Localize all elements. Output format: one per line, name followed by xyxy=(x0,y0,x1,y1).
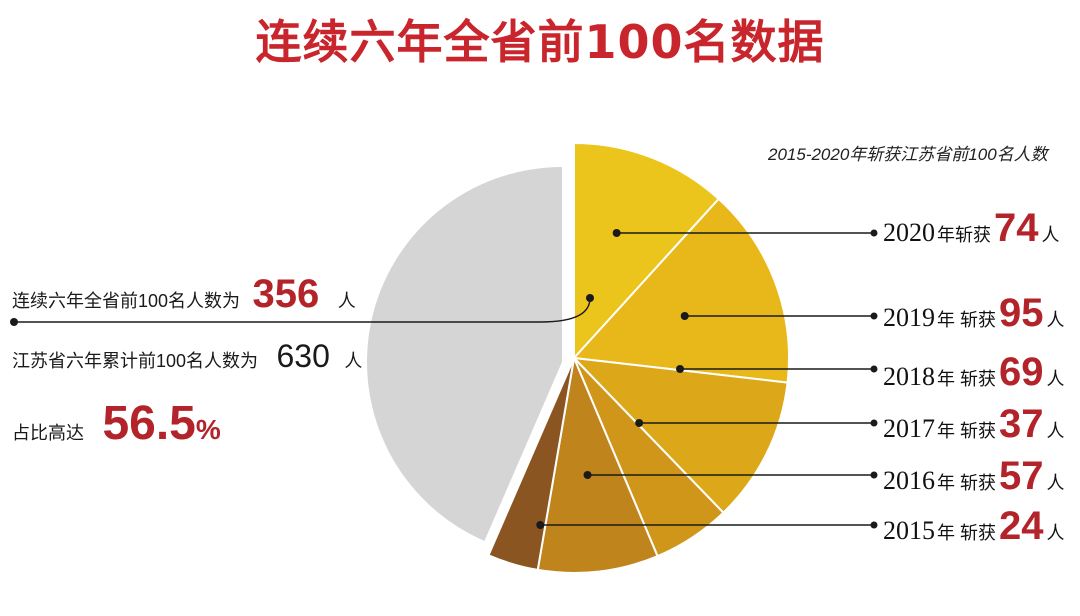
leader-end-2015 xyxy=(870,521,878,529)
label-2015-value: 24 xyxy=(999,504,1044,548)
label-2020-suffix: 年斩获 xyxy=(937,225,991,245)
label-2016: 2016 年 斩获57 人 xyxy=(883,454,1065,499)
label-2019-unit: 人 xyxy=(1046,310,1065,330)
leader-dot-2018 xyxy=(676,365,685,373)
stat-total-356: 连续六年全省前100名人数为 356 人 xyxy=(12,272,356,317)
stat-ratio-label: 占比高达 xyxy=(12,423,84,443)
pie-slice-2018 xyxy=(571,356,789,515)
pie-slice-2020 xyxy=(573,141,721,361)
leader-dot-2015 xyxy=(536,521,545,529)
stat-total-unit: 人 xyxy=(337,291,356,311)
label-2020-value: 74 xyxy=(994,206,1039,250)
leader-dot-2016 xyxy=(583,471,592,479)
stat-province-630: 江苏省六年累计前100名人数为 630 人 xyxy=(12,338,362,375)
stat-total-label: 连续六年全省前100名人数为 xyxy=(12,291,241,311)
label-2015: 2015 年 斩获24 人 xyxy=(883,504,1065,549)
label-2018-suffix: 年 斩获 xyxy=(937,369,997,389)
leader-total-end-dot xyxy=(586,294,594,302)
label-2020: 2020 年斩获74 人 xyxy=(883,206,1060,251)
label-2016-value: 57 xyxy=(999,454,1044,498)
label-2017-suffix: 年 斩获 xyxy=(937,421,997,441)
label-2020-unit: 人 xyxy=(1041,225,1060,245)
chart-subtitle: 2015-2020年斩获江苏省前100名人数 xyxy=(768,145,1048,164)
label-2019-year: 2019 xyxy=(883,303,935,332)
stat-province-unit: 人 xyxy=(344,351,363,371)
label-2016-suffix: 年 斩获 xyxy=(937,473,997,493)
leader-end-2018 xyxy=(870,365,878,373)
label-2020-year: 2020 xyxy=(883,218,935,247)
label-2019-value: 95 xyxy=(999,291,1044,335)
leader-end-2020 xyxy=(870,229,878,237)
stat-province-label: 江苏省六年累计前100名人数为 xyxy=(12,351,259,371)
label-2017: 2017 年 斩获37 人 xyxy=(883,402,1065,447)
label-2016-unit: 人 xyxy=(1046,473,1065,493)
pie-slice-2016 xyxy=(536,354,659,574)
label-2017-unit: 人 xyxy=(1046,421,1065,441)
label-2017-year: 2017 xyxy=(883,414,935,443)
label-2018-value: 69 xyxy=(999,350,1044,394)
pie-slice-2015 xyxy=(487,357,575,572)
label-2015-year: 2015 xyxy=(883,516,935,545)
stat-province-value: 630 xyxy=(276,338,330,374)
pie-slice-remainder xyxy=(366,167,562,541)
label-2015-suffix: 年 斩获 xyxy=(937,523,997,543)
leader-dot-2017 xyxy=(635,419,644,427)
leader-dot-2020 xyxy=(612,229,621,237)
label-2018: 2018 年 斩获69 人 xyxy=(883,350,1065,395)
stat-ratio-unit: % xyxy=(195,414,221,445)
label-2016-year: 2016 xyxy=(883,466,935,495)
leader-line-total xyxy=(14,297,591,323)
label-2018-unit: 人 xyxy=(1046,369,1065,389)
stat-ratio: 占比高达 56.5% xyxy=(12,396,221,451)
leader-total-start-dot xyxy=(10,318,18,326)
pie-slice-2019 xyxy=(571,197,790,384)
label-2019-suffix: 年 斩获 xyxy=(937,310,997,330)
label-2019: 2019 年 斩获95 人 xyxy=(883,291,1065,336)
leader-end-2019 xyxy=(870,312,878,320)
label-2018-year: 2018 xyxy=(883,362,935,391)
label-2015-unit: 人 xyxy=(1046,523,1065,543)
leader-dot-2019 xyxy=(680,312,689,320)
stat-ratio-value: 56.5 xyxy=(102,397,196,450)
label-2017-value: 37 xyxy=(999,402,1044,446)
leader-end-2016 xyxy=(870,471,878,479)
page-title: 连续六年全省前100名数据 xyxy=(255,15,825,69)
leader-end-2017 xyxy=(870,419,878,427)
stat-total-value: 356 xyxy=(252,272,320,316)
